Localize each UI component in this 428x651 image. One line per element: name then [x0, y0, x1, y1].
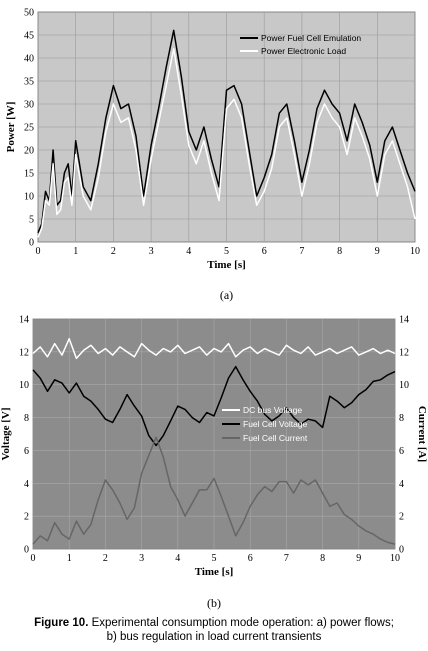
x-tick-label: 6 [262, 246, 267, 257]
x-tick-label: 0 [31, 553, 36, 564]
x-axis-label: Time [s] [207, 259, 246, 271]
series-line-1 [32, 365, 396, 447]
x-tick-label: 6 [248, 553, 253, 564]
y-tick-label: 10 [19, 380, 29, 391]
y-tick-label: 15 [24, 169, 34, 180]
y-right-tick-label: 6 [399, 446, 404, 457]
x-tick-label: 1 [67, 553, 72, 564]
caption-label: Figure 10. [34, 617, 89, 629]
y-tick-label: 20 [24, 146, 34, 157]
x-tick-label: 10 [410, 246, 420, 257]
figure-caption: Figure 10. Experimental consumption mode… [0, 616, 428, 644]
y-tick-label: 8 [24, 413, 29, 424]
caption-line-1: Experimental consumption mode operation:… [88, 617, 394, 629]
legend-label-1: Fuel Cell Voltage [243, 419, 308, 429]
x-tick-label: 8 [320, 553, 325, 564]
y-right-tick-label: 0 [399, 545, 404, 556]
y-tick-label: 25 [24, 123, 34, 134]
y-tick-label: 6 [24, 446, 29, 457]
legend-label-0: Power Fuel Cell Emulation [261, 33, 361, 43]
y-axis-label: Power [W] [5, 102, 17, 153]
series-line-2 [32, 436, 396, 545]
y-tick-label: 4 [24, 479, 29, 490]
x-axis-label: Time [s] [195, 566, 234, 578]
y-right-tick-label: 12 [399, 347, 409, 358]
x-tick-label: 0 [36, 246, 41, 257]
series-line-1 [37, 48, 416, 238]
x-tick-label: 1 [73, 246, 78, 257]
x-tick-label: 3 [149, 246, 154, 257]
y-tick-label: 45 [24, 31, 34, 42]
y-right-tick-label: 10 [399, 380, 409, 391]
series-line-0 [32, 337, 396, 360]
y-right-tick-label: 14 [399, 315, 409, 326]
x-tick-label: 7 [284, 553, 289, 564]
y-tick-label: 0 [24, 545, 29, 556]
y-tick-label: 12 [19, 347, 29, 358]
x-tick-label: 9 [375, 246, 380, 257]
y-tick-label: 50 [24, 8, 34, 19]
y-tick-label: 14 [19, 315, 29, 326]
y-tick-label: 2 [24, 512, 29, 523]
y-axis-label: Voltage [V] [0, 407, 12, 460]
y-right-tick-label: 8 [399, 413, 404, 424]
y-tick-label: 0 [29, 238, 34, 249]
x-tick-label: 10 [390, 553, 400, 564]
x-tick-label: 5 [212, 553, 217, 564]
legend-label-1: Power Electronic Load [261, 46, 346, 56]
x-tick-label: 3 [139, 553, 144, 564]
x-tick-label: 4 [175, 553, 180, 564]
legend-label-0: DC bus Voltage [243, 405, 302, 415]
y-tick-label: 35 [24, 77, 34, 88]
x-tick-label: 9 [356, 553, 361, 564]
x-tick-label: 2 [111, 246, 116, 257]
x-tick-label: 4 [186, 246, 191, 257]
y-right-axis-label: Current [A] [416, 406, 428, 462]
y-tick-label: 5 [29, 215, 34, 226]
x-tick-label: 7 [299, 246, 304, 257]
y-right-tick-label: 2 [399, 512, 404, 523]
y-right-tick-label: 4 [399, 479, 404, 490]
x-tick-label: 2 [103, 553, 108, 564]
y-tick-label: 40 [24, 54, 34, 65]
x-tick-label: 5 [224, 246, 229, 257]
panel-label: (b) [207, 596, 221, 610]
y-tick-label: 10 [24, 192, 34, 203]
legend-label-2: Fuel Cell Current [243, 433, 308, 443]
y-tick-label: 30 [24, 100, 34, 111]
panel-label: (a) [220, 288, 233, 302]
x-tick-label: 8 [337, 246, 342, 257]
caption-line-2: b) bus regulation in load current transi… [106, 631, 322, 643]
